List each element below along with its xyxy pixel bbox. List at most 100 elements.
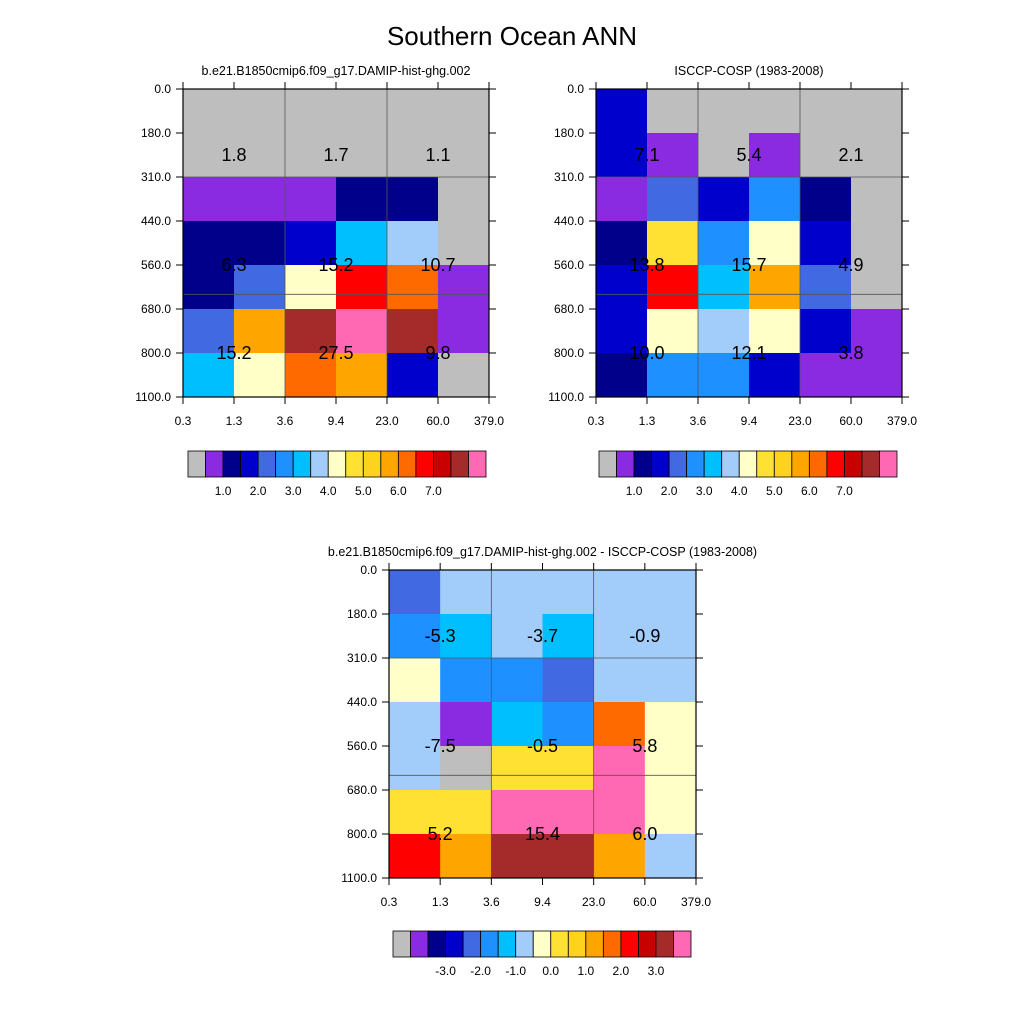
x-tick-label: 60.0 [839,414,863,428]
heatmap-cell [183,221,235,266]
heatmap-cell [596,133,648,178]
colorbar-swatch [826,450,845,478]
colorbar-label: 3.0 [285,484,302,498]
cell-annotation: 9.8 [425,343,450,363]
x-tick-label: 3.6 [690,414,707,428]
y-tick-label: 680.0 [347,783,377,797]
cell-annotation: 6.3 [221,255,246,275]
heatmap-cell [596,353,648,398]
heatmap-cell [647,133,699,178]
cell-annotation: 6.0 [632,824,657,844]
heatmap-cell [644,702,697,747]
colorbar-swatch [808,450,828,478]
heatmap-cell [387,89,439,134]
heatmap-cell [234,89,286,134]
cell-annotation: 15.2 [318,255,353,275]
y-tick-label: 800.0 [347,827,377,841]
colorbar-swatch [497,930,517,958]
cell-annotation: 15.2 [216,343,251,363]
colorbar-swatch [345,450,364,478]
heatmap-cell [800,177,852,222]
y-tick-label: 800.0 [554,346,584,360]
heatmap-cell [647,177,699,222]
heatmap-cell [438,221,490,266]
heatmap-cell [800,89,852,134]
heatmap-cell [285,265,337,310]
cell-annotation: -7.5 [425,736,456,756]
heatmap-cell [749,89,801,134]
heatmap-cell [542,658,595,703]
x-tick-label: 9.4 [534,895,551,909]
colorbar-swatch [879,450,898,478]
heatmap-cell [698,133,750,178]
heatmap-cell [438,353,490,398]
heatmap-cell [440,658,492,703]
heatmap-cell [234,133,286,178]
heatmap-cell [800,265,852,310]
heatmap-cell [389,658,441,703]
y-tick-label: 440.0 [141,214,171,228]
cell-annotation: 1.8 [221,145,246,165]
cell-annotation: 10.7 [420,255,455,275]
heatmap-cell [596,265,648,310]
heatmap-cell [647,309,699,354]
heatmap-cell [749,265,801,310]
x-tick-label: 379.0 [474,414,504,428]
colorbar-swatch [415,450,434,478]
colorbar-label: 0.0 [542,964,559,978]
cell-annotation: 4.9 [838,255,863,275]
heatmap-cell [183,133,235,178]
colorbar-label: 4.0 [731,484,748,498]
cell-annotation: 15.7 [731,255,766,275]
y-tick-label: 1100.0 [341,871,377,885]
heatmap-cell [440,834,492,879]
heatmap-cell [234,309,286,354]
y-tick-label: 0.0 [360,563,377,577]
panel-title: b.e21.B1850cmip6.f09_g17.DAMIP-hist-ghg.… [328,545,757,559]
heatmap-cell [389,570,441,615]
heatmap-cell [698,221,750,266]
colorbar-label: 1.0 [626,484,643,498]
cell-annotation: 12.1 [731,343,766,363]
heatmap-cell [285,309,337,354]
colorbar-swatch [791,450,810,478]
y-tick-label: 560.0 [141,258,171,272]
heatmap-cell [389,702,441,747]
cell-annotation: -5.3 [425,626,456,646]
heatmap-cell [851,89,903,134]
heatmap-cell [749,133,801,178]
heatmap-cell [183,89,235,134]
heatmap-cell [491,702,543,747]
colorbar-swatch [187,450,206,478]
heatmap-cell [234,265,286,310]
y-tick-label: 310.0 [554,170,584,184]
colorbar-label: 7.0 [425,484,442,498]
heatmap-cell [644,614,697,659]
heatmap-cell [644,790,697,835]
heatmap-cell [542,834,595,879]
colorbar-swatch [433,450,452,478]
heatmap-cell [336,89,388,134]
heatmap-cell [851,221,903,266]
heatmap-cell [491,746,543,791]
heatmap-cell [285,353,337,398]
heatmap-cell [387,353,439,398]
heatmap-cell [596,309,648,354]
colorbar-swatch [397,450,417,478]
heatmap-cell [285,133,337,178]
heatmap-cell [336,133,388,178]
y-tick-label: 560.0 [347,739,377,753]
heatmap-cell [644,658,697,703]
heatmap-cell [336,353,388,398]
x-tick-label: 0.3 [175,414,192,428]
y-tick-label: 680.0 [141,302,171,316]
colorbar-swatch [445,930,464,958]
heatmap-cell [183,309,235,354]
heatmap-cell [285,89,337,134]
colorbar-label: 5.0 [766,484,783,498]
heatmap-cell [542,702,595,747]
colorbar-label: 1.0 [215,484,232,498]
heatmap-cell [491,834,543,879]
colorbar-swatch [673,930,692,958]
